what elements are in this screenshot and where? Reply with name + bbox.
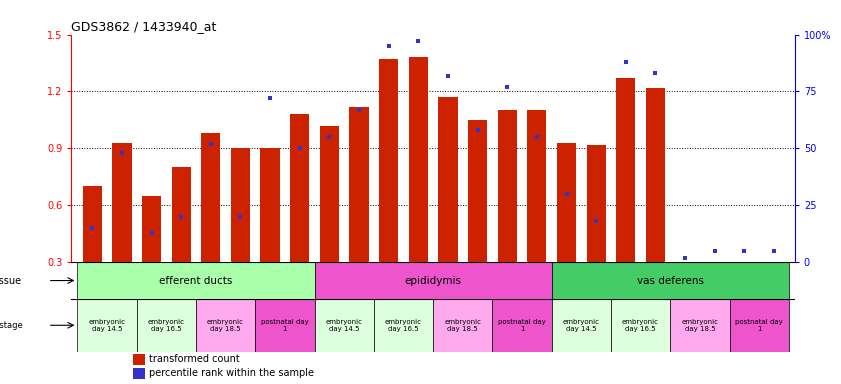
Bar (82, 186, 102, 262)
Bar (256, 299, 315, 352)
Bar (261, 148, 280, 262)
Point (471, 127, 484, 133)
Bar (77, 299, 137, 352)
Point (204, 141, 218, 147)
Point (86, 225, 99, 231)
Bar (349, 107, 368, 262)
Point (590, 218, 603, 224)
Text: efferent ducts: efferent ducts (159, 276, 233, 286)
Text: embryonic
day 16.5: embryonic day 16.5 (622, 319, 659, 332)
Bar (616, 78, 636, 262)
Bar (586, 145, 606, 262)
Text: embryonic
day 16.5: embryonic day 16.5 (148, 319, 185, 332)
Point (234, 214, 247, 220)
Point (174, 214, 188, 220)
Bar (315, 299, 374, 352)
Bar (552, 299, 611, 352)
Text: epididymis: epididymis (405, 276, 462, 286)
Bar (729, 299, 789, 352)
Text: embryonic
day 18.5: embryonic day 18.5 (207, 319, 244, 332)
Bar (646, 88, 665, 262)
Bar (172, 167, 191, 262)
Bar (133, 368, 145, 379)
Point (560, 191, 574, 197)
Bar (438, 97, 458, 262)
Point (115, 150, 129, 156)
Point (738, 248, 751, 254)
Bar (196, 299, 256, 352)
Bar (315, 262, 552, 299)
Bar (492, 299, 552, 352)
Bar (557, 143, 576, 262)
Text: postnatal day
1: postnatal day 1 (498, 319, 546, 332)
Point (382, 43, 395, 49)
Bar (137, 299, 196, 352)
Point (352, 107, 366, 113)
Bar (468, 120, 487, 262)
Bar (230, 148, 250, 262)
Bar (112, 143, 131, 262)
Bar (142, 196, 161, 262)
Bar (675, 262, 695, 285)
Point (679, 255, 692, 261)
Text: postnatal day
1: postnatal day 1 (735, 319, 783, 332)
Bar (764, 262, 784, 281)
Bar (379, 59, 399, 262)
Bar (409, 57, 428, 262)
Text: transformed count: transformed count (149, 354, 240, 364)
Bar (552, 262, 789, 299)
Point (293, 145, 306, 151)
Bar (201, 133, 220, 262)
Bar (133, 354, 145, 364)
Bar (290, 114, 309, 262)
Point (619, 59, 632, 65)
Bar (611, 299, 670, 352)
Bar (374, 299, 433, 352)
Text: embryonic
day 18.5: embryonic day 18.5 (681, 319, 718, 332)
Text: vas deferens: vas deferens (637, 276, 704, 286)
Text: embryonic
day 14.5: embryonic day 14.5 (563, 319, 600, 332)
Point (323, 134, 336, 140)
Text: development stage: development stage (0, 321, 23, 330)
Text: embryonic
day 14.5: embryonic day 14.5 (88, 319, 125, 332)
Bar (670, 299, 729, 352)
Point (411, 38, 425, 45)
Point (263, 95, 277, 101)
Point (145, 230, 158, 236)
Text: embryonic
day 18.5: embryonic day 18.5 (444, 319, 481, 332)
Bar (735, 262, 754, 281)
Bar (320, 126, 339, 262)
Text: tissue: tissue (0, 276, 23, 286)
Point (708, 248, 722, 254)
Text: GDS3862 / 1433940_at: GDS3862 / 1433940_at (71, 20, 217, 33)
Bar (433, 299, 492, 352)
Bar (77, 262, 315, 299)
Bar (705, 262, 724, 281)
Point (530, 134, 543, 140)
Point (648, 70, 662, 76)
Point (500, 84, 514, 90)
Text: percentile rank within the sample: percentile rank within the sample (149, 368, 314, 378)
Point (767, 248, 780, 254)
Text: embryonic
day 14.5: embryonic day 14.5 (325, 319, 362, 332)
Bar (527, 111, 547, 262)
Bar (498, 111, 517, 262)
Point (442, 73, 455, 79)
Text: postnatal day
1: postnatal day 1 (261, 319, 309, 332)
Text: embryonic
day 16.5: embryonic day 16.5 (385, 319, 422, 332)
